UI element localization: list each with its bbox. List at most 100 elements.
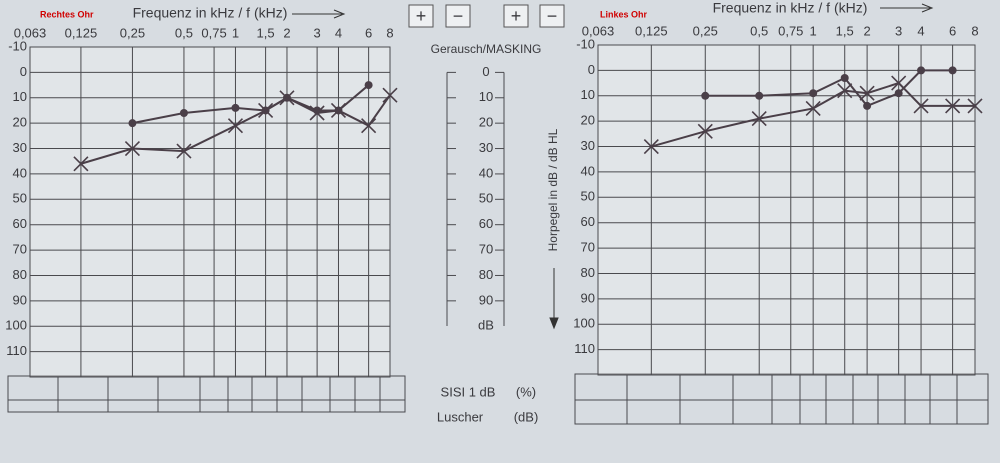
y-tick-label: 50 [13,191,27,206]
x-marker [73,156,89,172]
x-tick-label: 8 [971,23,978,38]
x-tick-label: 4 [335,25,342,40]
masking-tick-label: 50 [479,191,493,206]
masking-tick-label: 40 [479,165,493,180]
y-tick-label: 90 [13,292,27,307]
circle-marker [840,74,849,82]
x-marker [382,87,398,103]
circle-marker [701,91,710,100]
chart-title: Linkes Ohr [600,9,648,19]
test-name: SISI 1 dB [441,384,496,399]
x-tick-label: 3 [895,23,902,38]
x-tick-label: 0,25 [120,25,145,40]
result-table [7,375,406,413]
circle-marker [948,66,957,75]
masking-tick-label: 70 [479,242,493,257]
x-marker [859,85,875,101]
control-label: − [453,6,464,26]
masking-tick-label: 60 [479,216,493,231]
circle-marker [809,89,818,98]
x-tick-label: 0,5 [750,23,768,38]
x-marker [176,143,192,159]
x-tick-label: 1,5 [836,23,854,38]
x-marker [945,98,961,114]
x-tick-label: 0,25 [693,23,718,38]
control-box [445,4,471,28]
x-tick-label: 4 [917,23,924,38]
circle-marker [179,109,188,117]
axis-arrow [880,3,934,13]
y-tick-label: 90 [581,290,595,305]
masking-tick-label: 0 [482,64,489,79]
circle-marker [894,89,903,98]
x-tick-label: 8 [386,25,393,40]
masking-label: Gerausch/MASKING [431,42,542,56]
result-table [574,373,989,425]
masking-tick-label: 30 [479,140,493,155]
circle-marker [755,91,764,100]
x-tick-label: 0,75 [778,23,803,38]
x-axis-label: Frequenz in kHz / f (kHz) [133,5,288,21]
masking-tick-label: 80 [479,267,493,282]
y-tick-label: 60 [581,214,595,229]
x-marker [697,123,713,139]
test-name: Luscher [437,409,484,424]
x-marker [913,98,929,114]
y-tick-label: 100 [573,316,595,331]
y-tick-label: 0 [20,64,27,79]
chart-title: Rechtes Ohr [40,9,94,19]
y-tick-label: 0 [588,62,595,77]
y-tick-label: 10 [13,89,27,104]
control-box [503,4,529,28]
masking-tick-label: 20 [479,115,493,130]
circle-marker [863,101,872,110]
x-tick-label: 2 [863,23,870,38]
x-marker [643,138,659,155]
x-tick-label: 6 [365,25,372,40]
plot-frame [29,46,391,378]
y-tick-label: -10 [576,36,595,51]
x-marker [258,102,274,119]
control-box [408,4,434,28]
y-tick-label: 40 [13,165,27,180]
data-line [80,94,391,165]
circle-marker [364,81,373,90]
y-tick-label: 40 [581,163,595,178]
x-tick-label: 0,5 [175,25,193,40]
axis-arrow [549,268,559,330]
plot-frame [597,44,976,376]
y-tick-label: 10 [581,87,595,102]
data-line [651,81,975,148]
masking-tick-label: 10 [479,89,493,104]
x-tick-label: 0,125 [635,23,668,38]
circle-marker [128,119,137,128]
x-tick-label: 0,063 [14,25,47,40]
x-axis-label: Frequenz in kHz / f (kHz) [713,0,868,16]
y-tick-label: -10 [8,38,27,53]
y-tick-label: 80 [581,265,595,280]
test-unit: (dB) [514,409,539,424]
y-tick-label: 70 [581,240,595,255]
x-marker [330,102,347,119]
y-tick-label: 20 [13,115,27,130]
x-tick-label: 6 [949,23,956,38]
x-tick-label: 0,75 [201,25,226,40]
x-tick-label: 3 [313,25,320,40]
x-marker [227,118,244,134]
y-tick-label: 80 [13,267,27,282]
x-tick-label: 0,063 [582,23,615,38]
masking-unit: dB [478,317,494,332]
masking-tick-label: 90 [479,292,493,307]
x-tick-label: 0,125 [65,25,98,40]
x-marker [967,98,983,114]
control-box [539,4,565,28]
masking-axis-label: Horpegel in dB / dB HL [546,128,560,251]
x-marker [124,140,140,157]
y-tick-label: 110 [574,341,595,356]
control-label: + [416,6,427,26]
x-tick-label: 2 [283,25,290,40]
x-tick-label: 1 [232,25,239,40]
x-marker [751,111,767,127]
x-tick-label: 1,5 [257,25,275,40]
